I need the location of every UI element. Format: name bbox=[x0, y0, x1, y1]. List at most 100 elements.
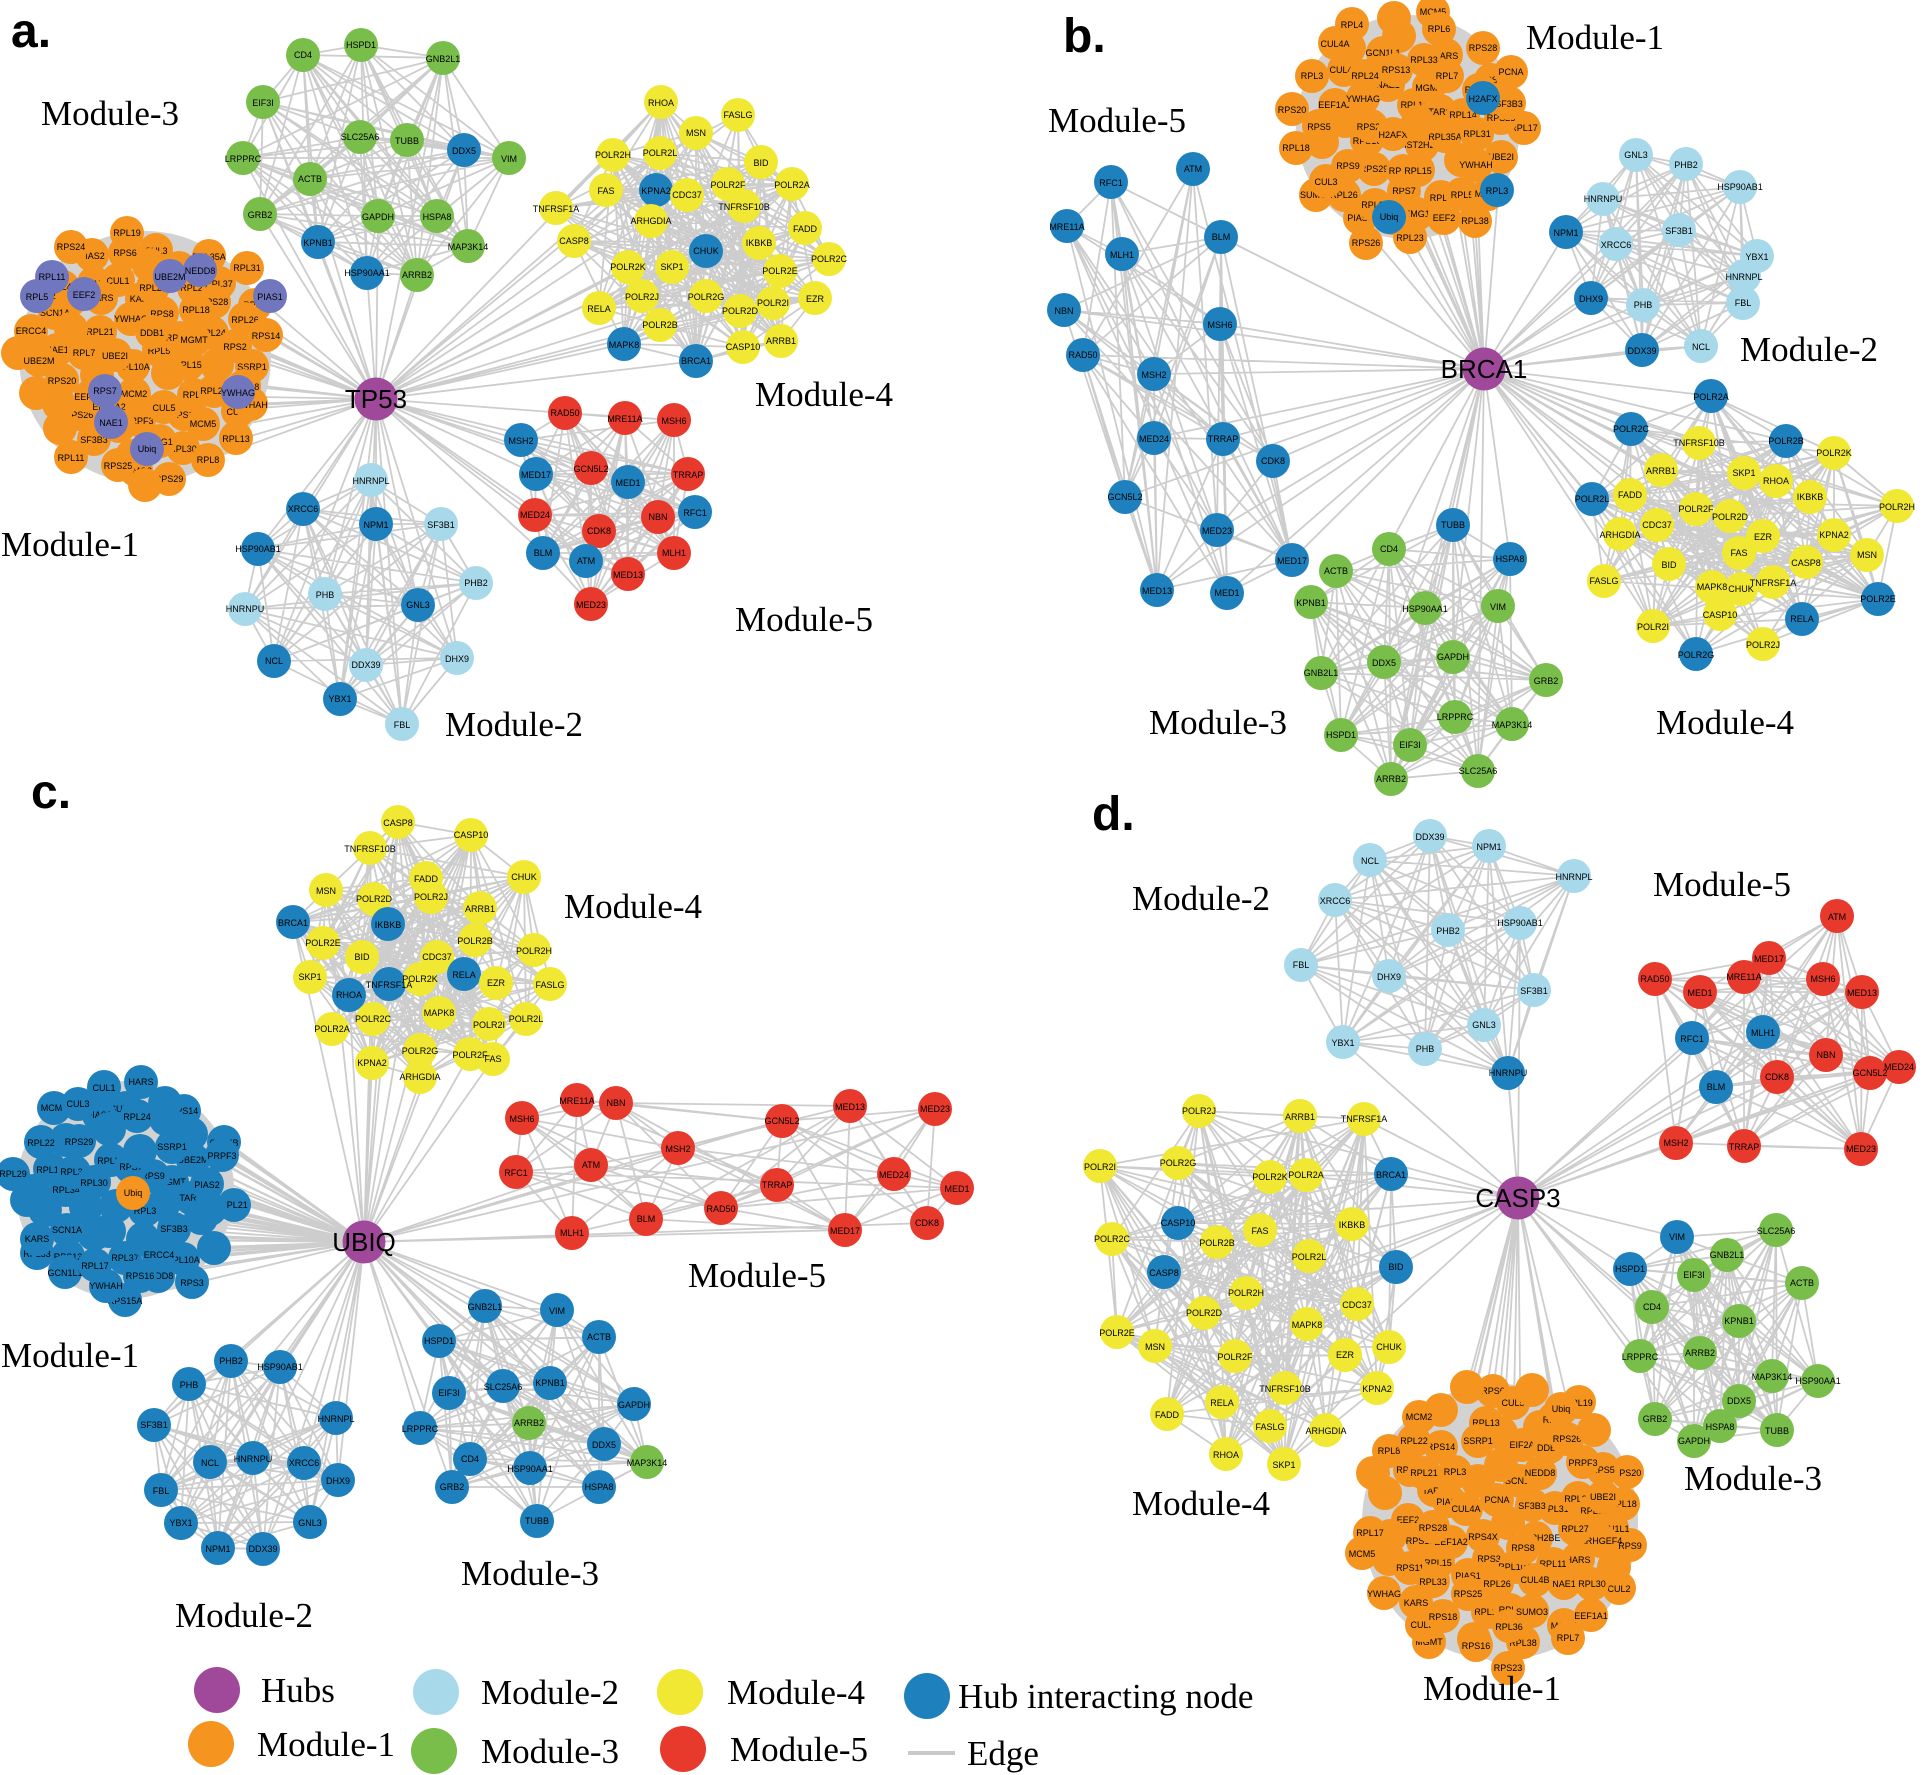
svg-text:DDX39: DDX39 bbox=[1415, 832, 1444, 842]
svg-text:RPL21: RPL21 bbox=[220, 1200, 248, 1210]
svg-text:RPS25: RPS25 bbox=[104, 461, 133, 471]
svg-text:RPS5: RPS5 bbox=[1307, 122, 1331, 132]
svg-text:SLC25A6: SLC25A6 bbox=[1459, 766, 1498, 776]
svg-text:YBX1: YBX1 bbox=[169, 1518, 192, 1528]
svg-text:SUMO3: SUMO3 bbox=[1516, 1607, 1548, 1617]
svg-text:NCL: NCL bbox=[1361, 856, 1379, 866]
svg-text:RPS28: RPS28 bbox=[200, 297, 229, 307]
svg-text:RHOA: RHOA bbox=[648, 98, 674, 108]
svg-text:Ubiq: Ubiq bbox=[1552, 1404, 1571, 1414]
svg-text:SLC25A6: SLC25A6 bbox=[1757, 1226, 1796, 1236]
svg-text:SLC25A6: SLC25A6 bbox=[341, 132, 380, 142]
svg-text:RPL13: RPL13 bbox=[222, 434, 250, 444]
svg-text:DHX9: DHX9 bbox=[1579, 294, 1603, 304]
svg-text:FBL: FBL bbox=[153, 1486, 170, 1496]
svg-text:CDK8: CDK8 bbox=[915, 1218, 939, 1228]
svg-text:RHOA: RHOA bbox=[1213, 1450, 1239, 1460]
svg-text:POLR2I: POLR2I bbox=[757, 298, 789, 308]
svg-text:YWHAG: YWHAG bbox=[221, 388, 255, 398]
svg-text:RPL15: RPL15 bbox=[1424, 1558, 1452, 1568]
svg-text:NPM1: NPM1 bbox=[1553, 228, 1578, 238]
svg-text:POLR2I: POLR2I bbox=[1637, 622, 1669, 632]
svg-text:SKP1: SKP1 bbox=[298, 972, 321, 982]
svg-text:RPS4X: RPS4X bbox=[1468, 1532, 1498, 1542]
svg-text:MSN: MSN bbox=[1857, 550, 1877, 560]
svg-text:HSPD1: HSPD1 bbox=[1615, 1264, 1645, 1274]
svg-text:EMG1: EMG1 bbox=[1404, 209, 1430, 219]
svg-text:Module-1: Module-1 bbox=[1526, 18, 1664, 57]
svg-text:HSPA8: HSPA8 bbox=[585, 1482, 614, 1492]
svg-text:RPS26: RPS26 bbox=[65, 410, 94, 420]
svg-text:SKP1: SKP1 bbox=[1732, 468, 1755, 478]
svg-text:PHB: PHB bbox=[316, 590, 335, 600]
svg-text:NPM1: NPM1 bbox=[1476, 842, 1501, 852]
svg-text:GNB2L1: GNB2L1 bbox=[1304, 668, 1339, 678]
svg-text:BID: BID bbox=[1661, 560, 1677, 570]
svg-text:KPNA2: KPNA2 bbox=[357, 1058, 387, 1068]
svg-text:CASP8: CASP8 bbox=[559, 236, 589, 246]
svg-text:MSH2: MSH2 bbox=[508, 436, 533, 446]
svg-text:ATM: ATM bbox=[1184, 164, 1202, 174]
svg-text:RPS7: RPS7 bbox=[1392, 186, 1416, 196]
svg-text:RPS3: RPS3 bbox=[180, 1278, 204, 1288]
svg-text:MED13: MED13 bbox=[1142, 586, 1172, 596]
svg-text:HSP90AB1: HSP90AB1 bbox=[235, 544, 281, 554]
svg-text:RPL11: RPL11 bbox=[1401, 100, 1428, 110]
svg-text:MCM4: MCM4 bbox=[41, 1103, 68, 1113]
svg-text:Edge: Edge bbox=[967, 1734, 1039, 1773]
svg-text:MLH1: MLH1 bbox=[662, 548, 686, 558]
svg-text:CHUK: CHUK bbox=[693, 246, 719, 256]
svg-text:CUL4B: CUL4B bbox=[1329, 65, 1358, 75]
svg-text:YBX1: YBX1 bbox=[1745, 252, 1768, 262]
svg-text:RPL19: RPL19 bbox=[113, 228, 141, 238]
svg-text:POLR2B: POLR2B bbox=[1768, 436, 1804, 446]
svg-text:UBE2M: UBE2M bbox=[23, 356, 54, 366]
svg-text:TUBB: TUBB bbox=[395, 136, 419, 146]
svg-text:KARS: KARS bbox=[1434, 51, 1459, 61]
svg-text:Ubiq: Ubiq bbox=[138, 444, 157, 454]
svg-text:ARRB2: ARRB2 bbox=[1685, 1348, 1715, 1358]
svg-text:MCM5: MCM5 bbox=[1420, 7, 1447, 17]
svg-text:POLR2G: POLR2G bbox=[402, 1046, 439, 1056]
svg-text:PRPF3: PRPF3 bbox=[1568, 1458, 1597, 1468]
svg-text:RELA: RELA bbox=[452, 970, 476, 980]
svg-text:VIM: VIM bbox=[549, 1306, 565, 1316]
svg-text:RPL10A: RPL10A bbox=[116, 362, 150, 372]
svg-text:RPL24: RPL24 bbox=[1351, 71, 1379, 81]
svg-text:CD4: CD4 bbox=[294, 50, 312, 60]
svg-text:LRPPRC: LRPPRC bbox=[402, 1424, 439, 1434]
svg-text:POLR2B: POLR2B bbox=[642, 320, 678, 330]
svg-text:GNB2L1: GNB2L1 bbox=[468, 1302, 503, 1312]
svg-text:RPL11: RPL11 bbox=[39, 272, 66, 282]
svg-text:RPS24: RPS24 bbox=[1357, 122, 1386, 132]
svg-text:Hub interacting node: Hub interacting node bbox=[958, 1677, 1253, 1716]
svg-text:GNB2L1: GNB2L1 bbox=[1710, 1250, 1745, 1260]
svg-text:RPL33: RPL33 bbox=[1419, 1577, 1447, 1587]
svg-text:CUL5: CUL5 bbox=[1501, 1398, 1524, 1408]
svg-text:POLR2J: POLR2J bbox=[1182, 1106, 1216, 1116]
svg-text:CD4: CD4 bbox=[1380, 544, 1398, 554]
svg-text:MED23: MED23 bbox=[1202, 526, 1232, 536]
svg-text:MGMT: MGMT bbox=[1415, 1637, 1443, 1647]
svg-text:KARS: KARS bbox=[25, 1234, 50, 1244]
svg-text:RPL21: RPL21 bbox=[1410, 1468, 1438, 1478]
svg-text:SF3B1: SF3B1 bbox=[427, 520, 455, 530]
svg-text:HSPD1: HSPD1 bbox=[346, 40, 376, 50]
svg-text:RPS25: RPS25 bbox=[1454, 1589, 1483, 1599]
svg-text:POLR2G: POLR2G bbox=[688, 292, 725, 302]
svg-text:RPL18: RPL18 bbox=[182, 305, 210, 315]
svg-text:HSP90AA1: HSP90AA1 bbox=[344, 268, 390, 278]
svg-text:HSP90AA1: HSP90AA1 bbox=[507, 1464, 553, 1474]
svg-text:RPS8: RPS8 bbox=[150, 309, 174, 319]
svg-text:BRCA1: BRCA1 bbox=[278, 918, 308, 928]
svg-text:RELA: RELA bbox=[1790, 614, 1814, 624]
svg-text:MCM2: MCM2 bbox=[121, 389, 148, 399]
svg-text:MRE11A: MRE11A bbox=[559, 1096, 594, 1106]
svg-text:ERCC4: ERCC4 bbox=[144, 1250, 175, 1260]
svg-text:HNRNPL: HNRNPL bbox=[1725, 272, 1762, 282]
svg-text:RPS3: RPS3 bbox=[1477, 1554, 1501, 1564]
svg-text:MSH2: MSH2 bbox=[1141, 370, 1166, 380]
svg-text:RPL3: RPL3 bbox=[1444, 1467, 1467, 1477]
svg-text:TARS: TARS bbox=[179, 1193, 202, 1203]
svg-text:DDX5: DDX5 bbox=[1372, 658, 1396, 668]
